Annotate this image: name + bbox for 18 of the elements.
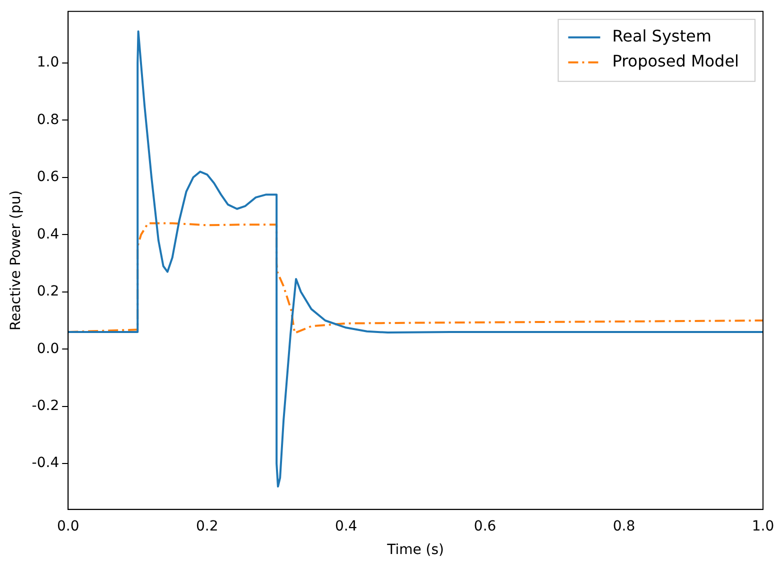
y-tick-label: -0.4 <box>32 455 60 472</box>
legend-label: Proposed Model <box>612 52 740 71</box>
x-tick-label: 0.0 <box>56 518 80 534</box>
y-tick-label: 0.2 <box>36 284 60 300</box>
y-tick-label: 0.0 <box>36 340 60 357</box>
x-tick-label: 0.6 <box>474 518 496 534</box>
y-tick-label: 0.8 <box>36 112 60 128</box>
x-axis-title: Time (s) <box>386 542 444 558</box>
x-tick-label: 0.4 <box>334 518 358 534</box>
y-tick-label: 1.0 <box>36 54 60 71</box>
x-tick-label: 1.0 <box>752 518 774 534</box>
x-tick-label: 0.2 <box>196 518 218 534</box>
legend-label: Real System <box>612 26 712 46</box>
x-tick-label: 0.8 <box>612 518 636 534</box>
y-tick-label: 0.6 <box>36 169 60 186</box>
y-tick-label: -0.2 <box>32 398 60 414</box>
y-axis-title: Reactive Power (pu) <box>8 190 24 330</box>
y-tick-label: 0.4 <box>36 226 60 242</box>
